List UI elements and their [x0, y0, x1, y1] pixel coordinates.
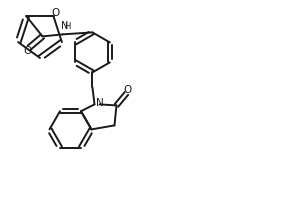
Text: O: O	[23, 46, 32, 56]
Text: H: H	[64, 22, 70, 31]
Text: O: O	[123, 85, 132, 95]
Text: N: N	[61, 21, 69, 31]
Text: O: O	[51, 8, 60, 18]
Text: N: N	[97, 98, 104, 108]
